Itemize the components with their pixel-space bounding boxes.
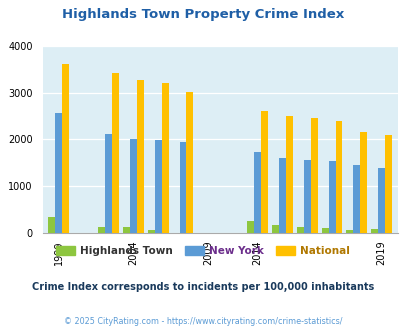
Bar <box>310 118 317 233</box>
Bar <box>360 131 367 233</box>
Text: © 2025 CityRating.com - https://www.cityrating.com/crime-statistics/: © 2025 CityRating.com - https://www.city… <box>64 317 341 326</box>
Bar <box>147 230 154 233</box>
Bar <box>285 116 292 233</box>
Bar <box>296 227 303 233</box>
Bar <box>130 139 136 233</box>
Bar <box>321 227 328 233</box>
Bar <box>377 168 384 233</box>
Bar <box>328 161 335 233</box>
Bar <box>105 134 112 233</box>
Bar <box>179 142 186 233</box>
Bar <box>154 140 161 233</box>
Bar <box>271 225 278 233</box>
Bar <box>48 217 55 233</box>
Bar <box>186 92 193 233</box>
Legend: Highlands Town, New York, National: Highlands Town, New York, National <box>51 242 354 260</box>
Bar <box>123 227 130 233</box>
Bar <box>352 165 360 233</box>
Bar <box>371 229 377 233</box>
Bar <box>335 121 342 233</box>
Bar <box>247 220 254 233</box>
Bar <box>345 230 352 233</box>
Bar <box>112 73 119 233</box>
Bar <box>254 152 260 233</box>
Bar <box>278 158 285 233</box>
Text: Highlands Town Property Crime Index: Highlands Town Property Crime Index <box>62 8 343 21</box>
Bar <box>303 160 310 233</box>
Bar <box>260 112 267 233</box>
Bar <box>62 64 69 233</box>
Bar <box>161 83 168 233</box>
Bar <box>98 227 105 233</box>
Bar <box>136 80 143 233</box>
Bar <box>384 135 391 233</box>
Text: Crime Index corresponds to incidents per 100,000 inhabitants: Crime Index corresponds to incidents per… <box>32 282 373 292</box>
Bar <box>55 113 62 233</box>
